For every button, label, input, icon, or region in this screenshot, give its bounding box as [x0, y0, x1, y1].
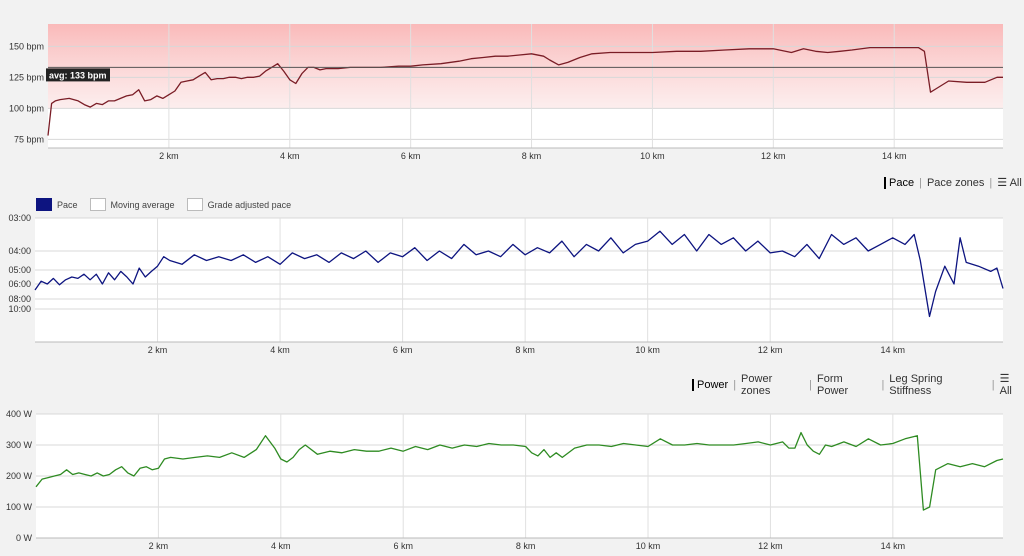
hr-y-tick-label: 125 bpm — [9, 72, 44, 82]
hr-y-tick-label: 100 bpm — [9, 103, 44, 113]
pace-y-tick-label: 08:00 — [8, 294, 31, 304]
power-x-tick-label: 8 km — [516, 541, 536, 551]
power-series-line[interactable] — [35, 431, 1004, 511]
hr-x-tick-label: 10 km — [640, 151, 665, 161]
pace-swatch — [36, 198, 52, 211]
legend-item-pace[interactable]: Pace — [36, 198, 78, 211]
pace-all-tab[interactable]: ☰ All — [997, 176, 1022, 189]
pace-tab[interactable]: Pace — [884, 176, 914, 189]
legend-item-moving-average[interactable]: Moving average — [89, 198, 175, 211]
legend-label: Pace — [57, 199, 78, 210]
power-y-tick-label: 100 W — [6, 502, 33, 512]
legend-item-grade-adjusted-pace[interactable]: Grade adjusted pace — [186, 198, 292, 211]
pace-y-tick-label: 10:00 — [8, 304, 31, 314]
menu-icon: ☰ — [997, 177, 1010, 189]
pace-x-tick-label: 4 km — [270, 345, 290, 355]
power-x-tick-label: 6 km — [393, 541, 413, 551]
hr-x-tick-label: 6 km — [401, 151, 421, 161]
power-x-tick-label: 2 km — [149, 541, 169, 551]
legend-label: Grade adjusted pace — [207, 199, 292, 210]
pace-x-tick-label: 6 km — [393, 345, 413, 355]
pace-series-line[interactable] — [34, 230, 1004, 318]
power-y-tick-label: 200 W — [6, 471, 33, 481]
power-x-tick-label: 14 km — [881, 541, 906, 551]
moving-average-swatch — [89, 198, 106, 211]
hr-zone-band — [48, 24, 1003, 108]
pace-y-tick-label: 03:00 — [8, 213, 31, 223]
pace-x-tick-label: 12 km — [758, 345, 783, 355]
legend-label: Moving average — [110, 199, 175, 210]
power-all-label: All — [999, 385, 1012, 397]
pace-y-tick-label: 06:00 — [8, 279, 31, 289]
form-power-tab[interactable]: Form Power — [817, 372, 849, 397]
hr-series-line[interactable] — [47, 46, 1003, 136]
pace-legend: Pace Moving average Grade adjusted pace — [36, 198, 303, 211]
pace-y-tick-label: 05:00 — [8, 265, 31, 275]
hr-x-tick-label: 8 km — [522, 151, 542, 161]
separator: | — [989, 176, 993, 189]
hr-average-label: avg: 133 bpm — [49, 70, 107, 80]
separator: | — [809, 378, 812, 391]
hr-average-badge — [46, 68, 110, 82]
power-x-tick-label: 4 km — [271, 541, 291, 551]
power-chart: 0 W 100 W 200 W 300 W 400 W 2 km 4 km 6 km 8 km… — [6, 409, 1004, 551]
power-toolbar: Power | Power zones | Form Power | Leg S… — [692, 372, 1024, 397]
power-y-tick-label: 300 W — [6, 440, 33, 450]
pace-x-tick-label: 14 km — [880, 345, 905, 355]
grade-adjusted-swatch — [186, 198, 203, 211]
leg-spring-stiffness-tab[interactable]: Leg Spring Stiffness — [889, 372, 943, 397]
pace-y-tick-label: 04:00 — [8, 246, 31, 256]
separator: | — [991, 378, 995, 391]
power-all-tab[interactable]: ☰ All — [1000, 372, 1024, 397]
pace-x-tick-label: 8 km — [515, 345, 535, 355]
power-tab[interactable]: Power — [692, 378, 728, 391]
pace-all-label: All — [1009, 177, 1022, 189]
heart-rate-chart: avg: 133 bpm 75 bpm 100 bpm 125 bpm 150 bpm… — [9, 24, 1003, 161]
menu-icon: ☰ — [999, 373, 1010, 385]
pace-plot-area — [35, 218, 1003, 342]
separator: | — [881, 378, 885, 391]
hr-x-tick-label: 12 km — [761, 151, 786, 161]
power-y-tick-label: 0 W — [16, 533, 33, 543]
separator: | — [919, 176, 922, 189]
hr-y-tick-label: 75 bpm — [14, 134, 44, 144]
hr-x-tick-label: 14 km — [882, 151, 907, 161]
power-zones-tab[interactable]: Power zones — [741, 372, 773, 397]
hr-x-tick-label: 2 km — [159, 151, 179, 161]
pace-x-tick-label: 2 km — [148, 345, 168, 355]
power-x-tick-label: 12 km — [758, 541, 783, 551]
separator: | — [733, 378, 737, 391]
pace-toolbar: Pace | Pace zones | ☰ All — [884, 176, 1022, 189]
pace-x-tick-label: 10 km — [635, 345, 660, 355]
power-y-tick-label: 400 W — [6, 409, 33, 419]
pace-zones-tab[interactable]: Pace zones — [926, 176, 985, 189]
power-x-tick-label: 10 km — [636, 541, 661, 551]
hr-x-tick-label: 4 km — [280, 151, 300, 161]
hr-y-tick-label: 150 bpm — [9, 41, 44, 51]
